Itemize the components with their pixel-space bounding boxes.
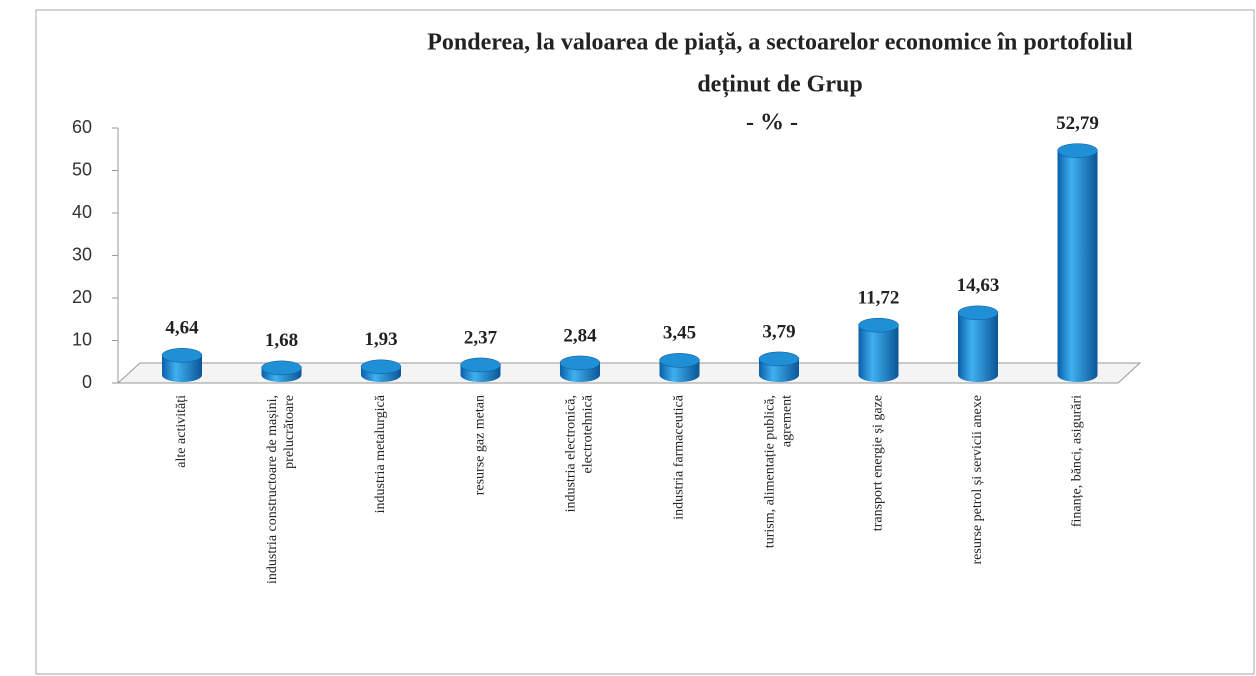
y-tick-label: 30: [72, 244, 92, 264]
x-tick-label: electrotehnică: [581, 394, 596, 473]
cylinder-top: [360, 359, 402, 375]
value-label: 2,37: [464, 327, 498, 348]
y-tick-label: 10: [72, 329, 92, 349]
chart-subtitle: - % -: [746, 110, 798, 136]
value-label: 14,63: [957, 275, 1000, 296]
value-label: 2,84: [563, 325, 597, 346]
value-label: 4,64: [165, 318, 199, 339]
y-tick-label: 60: [72, 117, 92, 137]
x-tick-label: resurse petrol și servicii anexe: [970, 395, 985, 565]
x-tick-label: prelucrătoare: [282, 395, 297, 469]
chart-title: deținut de Grup: [697, 72, 862, 98]
cylinder-top: [460, 357, 501, 373]
y-tick-label: 40: [72, 202, 92, 222]
cylinder-top: [1057, 143, 1098, 158]
y-tick-label: 0: [82, 372, 92, 392]
x-tick-label: industria constructoare de mașini,: [265, 395, 280, 584]
bar: [858, 325, 899, 375]
value-label: 3,45: [663, 323, 696, 344]
cylinder-top: [957, 305, 999, 321]
x-tick-label: industria electronică,: [564, 395, 579, 512]
value-label: 1,93: [364, 329, 397, 350]
x-tick-label: resurse gaz metan: [473, 395, 488, 495]
chart-title: Ponderea, la valoarea de piață, a sectoa…: [427, 30, 1133, 56]
chart-frame: [35, 9, 1255, 675]
bar: [1057, 150, 1098, 375]
cylinder-top: [161, 348, 203, 363]
cylinder-top: [758, 351, 800, 367]
cylinder-top: [659, 353, 700, 368]
cylinder-top: [559, 355, 601, 371]
bar: [958, 312, 998, 375]
value-label: 11,72: [858, 288, 900, 309]
value-label: 52,79: [1056, 113, 1099, 134]
x-tick-label: turism, alimentație publică,: [763, 395, 778, 548]
x-tick-label: industria farmaceutică: [672, 394, 687, 520]
x-tick-label: finanțe, bănci, asigurări: [1070, 395, 1085, 527]
cylinder-top: [261, 360, 302, 376]
cylinder-top: [858, 317, 899, 333]
y-tick-label: 50: [72, 159, 92, 179]
x-tick-label: transport energie și gaze: [871, 395, 886, 531]
x-tick-label: alte activități: [174, 395, 189, 468]
y-tick-label: 20: [72, 287, 92, 307]
value-label: 3,79: [762, 321, 795, 342]
x-tick-label: agrement: [780, 395, 795, 447]
value-label: 1,68: [265, 330, 298, 351]
x-tick-label: industria metalurgică: [373, 394, 388, 513]
